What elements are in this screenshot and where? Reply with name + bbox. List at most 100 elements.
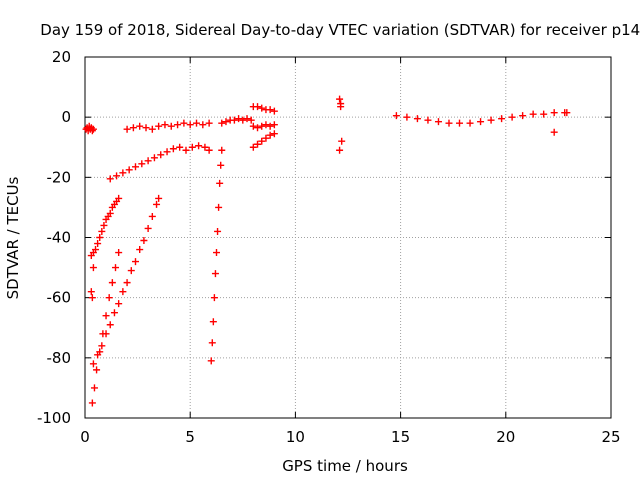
data-point [96, 234, 104, 241]
data-point [157, 151, 165, 159]
series-6 [123, 119, 213, 133]
data-points [82, 95, 571, 407]
data-point [115, 194, 123, 202]
data-point [247, 116, 255, 124]
data-point [563, 109, 571, 117]
data-point [127, 267, 135, 275]
data-point [262, 134, 270, 142]
data-point [106, 175, 114, 183]
data-point [123, 279, 131, 287]
data-point [182, 146, 190, 154]
data-point [207, 357, 215, 365]
data-point [337, 103, 345, 111]
data-point [113, 172, 121, 180]
data-point [487, 116, 495, 124]
data-point [195, 142, 203, 150]
data-point [129, 124, 137, 132]
data-point [180, 119, 188, 127]
data-point [211, 270, 219, 278]
series-13 [392, 109, 571, 127]
data-point [144, 157, 152, 165]
data-point [266, 106, 274, 114]
data-point [102, 330, 110, 338]
data-point [98, 342, 106, 350]
data-point [262, 121, 270, 129]
series-11 [249, 130, 278, 151]
data-point [102, 312, 110, 320]
data-point [208, 339, 216, 347]
data-point [155, 194, 163, 202]
data-point [136, 122, 144, 130]
data-point [89, 125, 97, 133]
data-point [413, 115, 421, 123]
data-point [93, 366, 101, 374]
data-point [201, 143, 209, 151]
data-point [140, 237, 148, 245]
data-point [205, 146, 213, 154]
series-8 [218, 115, 255, 127]
data-point [258, 122, 266, 130]
data-point [136, 246, 144, 254]
data-point [115, 249, 123, 257]
data-point [100, 221, 108, 229]
y-tick-label: 20 [52, 48, 71, 66]
series-7 [207, 146, 226, 365]
data-point [105, 294, 113, 302]
data-point [239, 116, 247, 124]
y-tick-label: -80 [47, 349, 72, 367]
series-0 [82, 122, 97, 135]
data-point [92, 246, 100, 254]
series-14 [550, 128, 558, 136]
series-4 [89, 194, 163, 368]
data-point [87, 288, 95, 296]
data-point [215, 203, 223, 211]
series-1 [87, 194, 123, 260]
data-point [529, 110, 537, 118]
data-point [138, 160, 146, 168]
series-12 [336, 95, 346, 154]
data-point [249, 143, 257, 151]
data-point [106, 321, 114, 329]
series-10 [249, 121, 278, 132]
data-point [338, 137, 346, 145]
data-point [150, 154, 158, 162]
data-point [235, 115, 243, 123]
ticks: 0 5 10 15 20 25 20 0 -20 -40 -60 -80 -100 [37, 48, 621, 446]
data-point [254, 103, 262, 111]
data-point [445, 119, 453, 127]
data-point [230, 116, 238, 124]
data-point [392, 112, 400, 120]
data-point [254, 124, 262, 132]
data-point [98, 227, 106, 235]
data-point [424, 116, 432, 124]
chart-title: Day 159 of 2018, Sidereal Day-to-day VTE… [40, 21, 640, 39]
data-point [163, 148, 171, 156]
data-point [213, 249, 220, 257]
data-point [88, 399, 96, 407]
x-tick-label: 15 [391, 428, 410, 446]
data-point [167, 122, 175, 130]
series-5 [106, 142, 213, 183]
data-point [403, 113, 411, 121]
data-point [90, 384, 98, 392]
data-point [153, 200, 161, 208]
data-point [193, 119, 201, 127]
data-point [112, 264, 120, 272]
series-9 [249, 103, 278, 115]
data-point [176, 143, 184, 151]
data-point [254, 140, 262, 148]
x-tick-label: 20 [496, 428, 515, 446]
data-point [258, 137, 266, 145]
data-point [142, 124, 150, 132]
data-point [155, 122, 163, 130]
data-point [270, 107, 278, 115]
x-tick-label: 10 [286, 428, 305, 446]
data-point [169, 145, 177, 153]
data-point [258, 104, 266, 112]
data-point [249, 122, 257, 130]
x-axis-label: GPS time / hours [282, 457, 408, 475]
data-point [161, 121, 169, 129]
y-tick-label: -20 [47, 168, 72, 186]
